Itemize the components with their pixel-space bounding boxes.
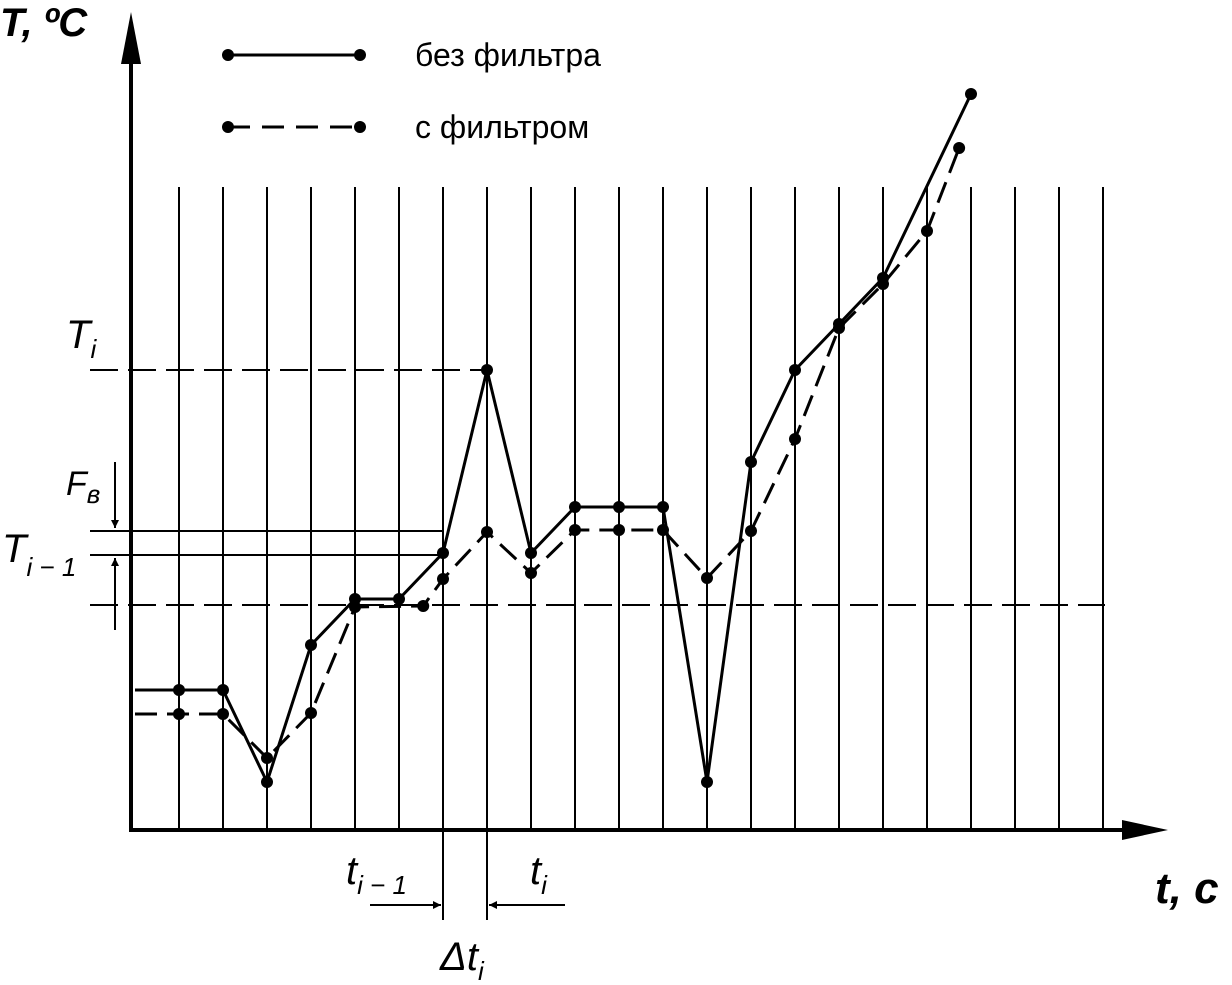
data-point bbox=[877, 278, 889, 290]
y-axis-label: T, ºC bbox=[0, 1, 88, 45]
data-point bbox=[657, 524, 669, 536]
annotation: Fв bbox=[66, 465, 100, 509]
legend-dot bbox=[354, 121, 366, 133]
y-arrow bbox=[121, 12, 141, 64]
series-line bbox=[135, 147, 961, 761]
annotation-sub: i bbox=[541, 870, 548, 900]
data-point bbox=[833, 322, 845, 334]
annotation: Δti bbox=[439, 935, 485, 985]
grid bbox=[178, 187, 1104, 830]
data-point bbox=[173, 708, 185, 720]
annotation-text: T bbox=[66, 313, 93, 357]
data-point bbox=[789, 433, 801, 445]
data-point bbox=[349, 601, 361, 613]
legend-dot bbox=[222, 121, 234, 133]
annotation-text: T bbox=[2, 527, 29, 571]
data-point bbox=[417, 600, 430, 612]
annotation-text: Δt bbox=[439, 935, 480, 979]
annotation-text: t bbox=[346, 849, 359, 893]
legend-dot bbox=[354, 49, 366, 61]
series-line bbox=[135, 93, 973, 787]
data-point bbox=[921, 225, 933, 237]
data-point bbox=[701, 572, 713, 584]
data-point bbox=[305, 707, 317, 719]
annotation: Ti bbox=[66, 313, 97, 364]
data-point bbox=[261, 752, 273, 764]
annotation: ti bbox=[530, 849, 548, 900]
data-point bbox=[953, 142, 966, 154]
data-point bbox=[217, 684, 229, 696]
annotation: Ti − 1 bbox=[2, 527, 76, 582]
data-point bbox=[701, 776, 713, 788]
data-point bbox=[789, 364, 801, 376]
annotation-sub: i bbox=[90, 334, 97, 364]
data-point bbox=[569, 524, 581, 536]
annotation-sub: i − 1 bbox=[357, 870, 407, 900]
legend-label: с фильтром bbox=[415, 109, 589, 145]
data-point bbox=[745, 456, 757, 468]
data-point bbox=[481, 364, 493, 376]
data-point bbox=[305, 639, 317, 651]
data-point bbox=[481, 526, 493, 538]
data-point bbox=[613, 524, 625, 536]
data-point bbox=[173, 684, 185, 696]
annotation-sub: i − 1 bbox=[26, 552, 76, 582]
data-point bbox=[393, 593, 405, 605]
annotation-text: F bbox=[66, 465, 89, 503]
annotation-sub: i bbox=[478, 956, 485, 985]
data-point bbox=[657, 501, 669, 513]
annotation-sub: в bbox=[87, 479, 101, 509]
annotation: ti − 1 bbox=[346, 849, 407, 900]
data-point bbox=[217, 708, 229, 720]
data-point bbox=[261, 776, 273, 788]
legend-dot bbox=[222, 49, 234, 61]
data-point bbox=[569, 501, 581, 513]
data-point bbox=[965, 88, 977, 100]
axes bbox=[129, 40, 1130, 832]
x-axis-label: t, с bbox=[1155, 864, 1219, 913]
annotation-text: t bbox=[530, 849, 543, 893]
x-arrow bbox=[1122, 820, 1168, 840]
data-point bbox=[613, 501, 625, 513]
data-point bbox=[745, 525, 757, 537]
data-point bbox=[525, 567, 537, 579]
data-point bbox=[437, 573, 449, 585]
reference-lines bbox=[90, 369, 1105, 920]
data-point bbox=[437, 547, 449, 559]
data-point bbox=[525, 547, 537, 559]
legend-label: без фильтра bbox=[415, 37, 601, 73]
